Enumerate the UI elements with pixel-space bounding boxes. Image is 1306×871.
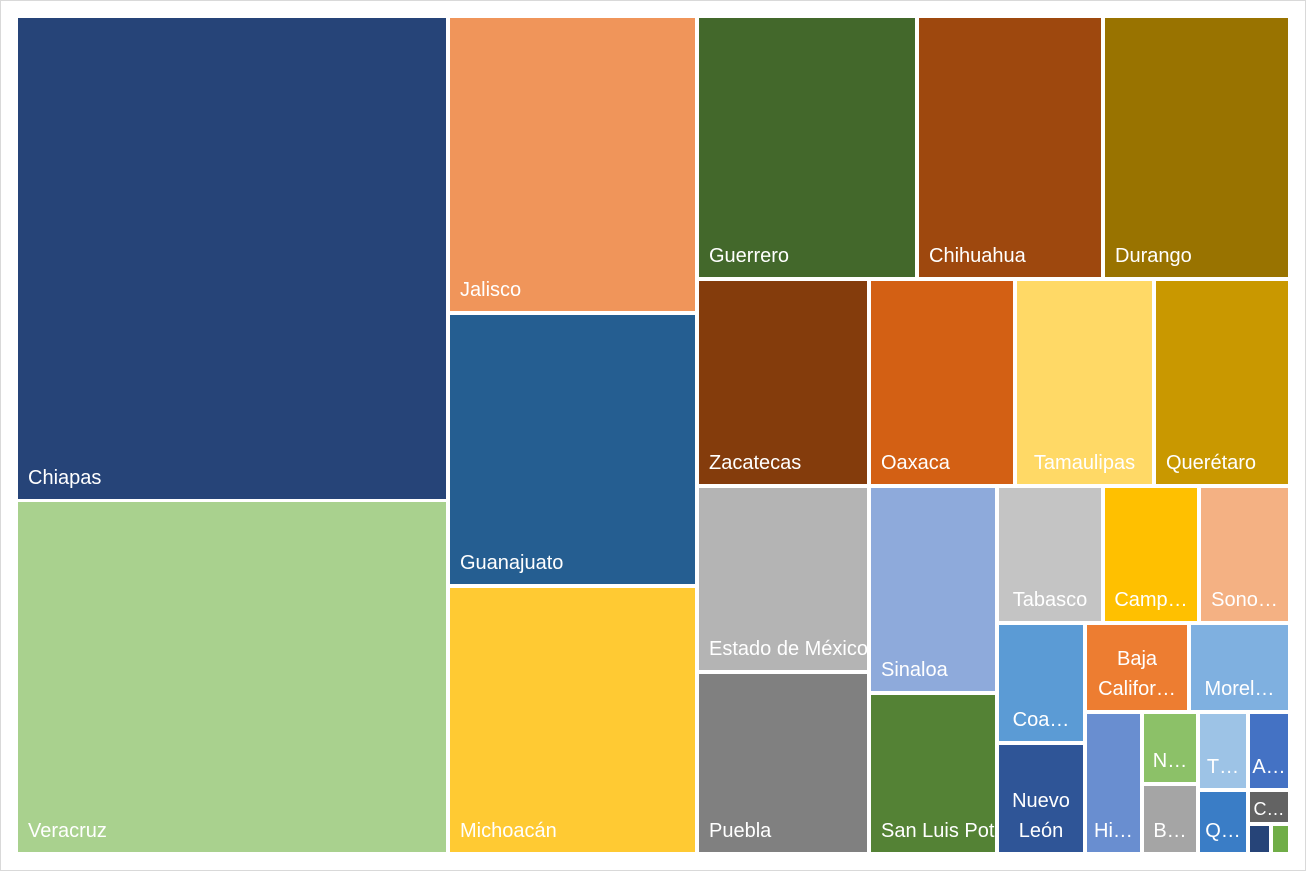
treemap-tile-label: Sinaloa: [881, 659, 948, 681]
treemap-tile: Guerrero: [699, 18, 915, 277]
treemap-tile-label: Veracruz: [28, 820, 107, 842]
treemap-tile-label: Tamaulipas: [1033, 452, 1136, 474]
treemap-tile-label: B…: [1153, 820, 1187, 842]
treemap-tile-label: Sono…: [1211, 589, 1278, 611]
treemap-tile-label: Guanajuato: [460, 552, 564, 574]
treemap-tile-label: Michoacán: [460, 820, 557, 842]
treemap-tile: Jalisco: [450, 18, 695, 311]
treemap-tile-label: Jalisco: [460, 279, 522, 301]
treemap-tile-label: C…: [1253, 799, 1285, 819]
treemap-tile: Guanajuato: [450, 315, 695, 584]
treemap-tile: Sinaloa: [871, 488, 995, 691]
treemap-tile-label: Camp…: [1114, 589, 1188, 611]
treemap-tile-label: T…: [1206, 756, 1240, 778]
treemap-tile: Nuevo León: [999, 745, 1083, 852]
treemap-tile-label: Durango: [1115, 245, 1192, 267]
treemap-tile: C…: [1250, 792, 1288, 822]
treemap-tile-label: Baja Califor…: [1098, 648, 1176, 700]
treemap-tile-label: Zacatecas: [709, 452, 802, 474]
treemap-tile: [1273, 826, 1288, 852]
treemap-tile-label: Nuevo León: [1012, 790, 1070, 842]
treemap-tile-label: Oaxaca: [881, 452, 950, 474]
treemap-tile: Tabasco: [999, 488, 1101, 621]
treemap-tile: N…: [1144, 714, 1196, 782]
treemap-tile-label: N…: [1152, 750, 1188, 772]
treemap-tile-label: San Luis Potosí: [881, 820, 995, 842]
treemap-tile: Zacatecas: [699, 281, 867, 484]
treemap-tile: Coa…: [999, 625, 1083, 741]
treemap-tile: Tamaulipas: [1017, 281, 1152, 484]
treemap-tile: B…: [1144, 786, 1196, 852]
treemap-tile: Estado de México: [699, 488, 867, 670]
treemap-tile: Oaxaca: [871, 281, 1013, 484]
treemap-tile: Chiapas: [18, 18, 446, 499]
treemap-tile-label: Q…: [1205, 820, 1241, 842]
treemap-tile-label: Tabasco: [1012, 589, 1088, 611]
treemap-tile: Q…: [1200, 792, 1246, 852]
treemap-tile-label: Chiapas: [28, 467, 102, 489]
treemap-tile: Chihuahua: [919, 18, 1101, 277]
treemap-tile: Michoacán: [450, 588, 695, 852]
treemap-tile-label: Estado de México: [709, 638, 867, 660]
treemap-tile: [1250, 826, 1269, 852]
treemap-tile-label: Morel…: [1204, 678, 1275, 700]
treemap-tile: San Luis Potosí: [871, 695, 995, 852]
treemap-tile: Camp…: [1105, 488, 1197, 621]
treemap-tile: Sono…: [1201, 488, 1288, 621]
treemap-tile-label: Coa…: [1012, 709, 1070, 731]
treemap-tile: Puebla: [699, 674, 867, 852]
treemap-tile: Morel…: [1191, 625, 1288, 710]
treemap-tile-label: Querétaro: [1166, 452, 1257, 474]
treemap-tile: Querétaro: [1156, 281, 1288, 484]
treemap-tile-label: Chihuahua: [929, 245, 1026, 267]
treemap-tile-label: A…: [1252, 756, 1286, 778]
treemap-tile-label: Guerrero: [709, 245, 790, 267]
treemap-tile: Hi…: [1087, 714, 1140, 852]
treemap-tile-label: Hi…: [1094, 820, 1133, 842]
treemap-tile: Veracruz: [18, 502, 446, 852]
treemap-tile: A…: [1250, 714, 1288, 788]
treemap-tile: Durango: [1105, 18, 1288, 277]
treemap-tile-label: Puebla: [709, 820, 772, 842]
treemap-tile: Baja Califor…: [1087, 625, 1187, 710]
treemap-tile: T…: [1200, 714, 1246, 788]
